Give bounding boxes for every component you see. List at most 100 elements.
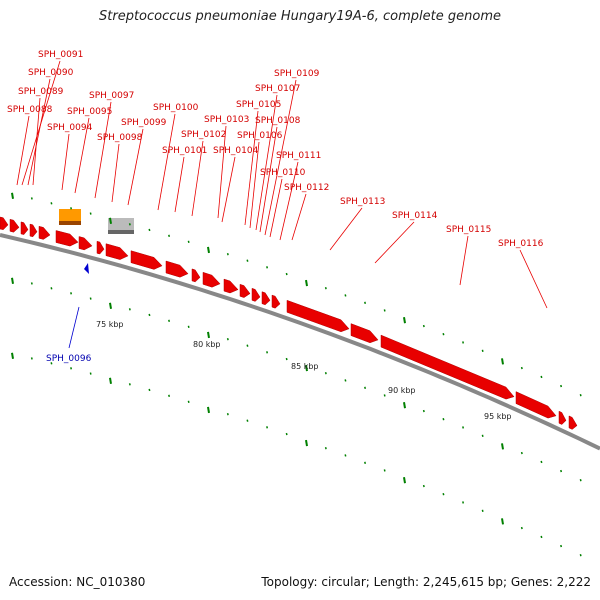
gene-label: SPH_0094 [47,123,93,133]
tick-mark [560,384,563,388]
gene-leader-line [32,97,41,186]
gene-leader-line [21,60,61,186]
forward-gene-arrow [130,250,163,270]
tick-mark [266,266,269,269]
tick-mark [109,302,112,310]
gene-leader-line [249,141,260,229]
forward-gene-arrow [78,236,93,251]
gene-leader-line [244,110,259,226]
gene-leader-line [111,143,120,203]
tick-track [11,192,582,557]
tick-mark [520,366,523,370]
gene-label: SPH_0116 [498,239,544,249]
tick-mark [442,333,445,336]
tick-mark [11,192,14,199]
tick-mark [207,406,210,414]
gene-label: SPH_0088 [7,105,53,115]
tick-mark [579,479,582,482]
gene-label: SPH_0090 [28,68,74,78]
tick-mark [364,386,367,390]
gene-leader-line [27,78,51,186]
forward-gene-arrow [20,221,29,235]
gene-label: SPH_0105 [236,100,281,110]
tick-mark [324,446,327,450]
gene-leader-line [16,115,30,186]
forward-gene-arrow [55,230,79,247]
tick-mark [168,234,171,237]
gene-leader-line [94,101,112,199]
gene-label: SPH_0108 [255,116,301,126]
forward-gene-arrow [558,410,567,425]
tick-mark [344,379,347,382]
tick-mark [246,344,249,347]
gene-label: SPH_0097 [89,91,134,101]
tick-mark [579,554,582,557]
gene-leader-line [191,140,204,217]
gene-leader-line [291,193,307,241]
tick-mark [364,301,367,305]
gene-leader-line [259,126,278,233]
tick-mark [128,308,131,311]
gene-label: SPH_0114 [392,211,438,221]
tick-mark [540,460,543,464]
forward-gene-arrow [286,299,350,333]
forward-gene-arrow [380,334,515,400]
tick-mark [540,375,543,379]
tick-mark [364,461,367,465]
forward-gene-arrow [568,415,578,430]
forward-gene-arrow [0,216,9,230]
forward-gene-arrow [38,225,51,240]
tick-mark [462,426,465,429]
tick-mark [305,364,308,372]
orange-feature-base [59,221,81,225]
tick-mark [246,259,249,262]
reverse-gene-arrow [84,263,89,274]
map-title: Streptococcus pneumoniae Hungary19A-6, c… [99,9,501,24]
tick-mark [226,338,229,341]
tick-mark [285,357,288,361]
gene-leader-line [255,94,278,231]
tick-mark [128,223,131,226]
tick-mark [148,228,151,232]
tick-mark [520,526,523,530]
tick-mark [70,292,73,295]
forward-gene-arrow [191,268,201,283]
tick-mark [344,454,347,457]
tick-mark [442,493,445,496]
tick-mark [324,371,327,375]
tick-mark [344,294,347,297]
tick-mark [383,309,386,312]
forward-gene-arrow [105,243,129,260]
tick-mark [579,394,582,397]
tick-mark [403,402,406,409]
scale-label: 80 kbp [193,340,221,349]
gene-label: SPH_0111 [276,151,321,161]
gene-label: SPH_0102 [181,130,226,140]
gene-leader-line [279,161,299,241]
scale-label: 75 kbp [96,320,124,329]
gene-leader-line [221,156,236,223]
gene-label: SPH_0103 [204,115,249,125]
forward-gene-arrow [239,283,251,298]
gene-leader-line [61,133,70,191]
tick-mark [285,272,288,276]
forward-gene-arrow [9,218,20,233]
tick-mark [187,325,190,328]
forward-gene-arrow [515,391,557,419]
gene-leader-line [157,113,176,211]
tick-mark [560,544,563,548]
tick-mark [462,501,465,504]
gene-leader-line [519,249,548,309]
tick-mark [168,394,171,397]
gene-label: SPH_0100 [153,103,199,113]
gene-label: SPH_0099 [121,118,167,128]
tick-mark [422,324,425,328]
scale-labels: 75 kbp 80 kbp 85 kbp 90 kbp 95 kbp [96,320,512,421]
tick-mark [128,383,131,386]
gene-leader-line [329,207,363,251]
tick-mark [422,409,425,413]
gene-label: SPH_0106 [237,131,283,141]
forward-gene-arrow [251,287,261,302]
reverse-gene-label: SPH_0096 [46,354,92,364]
